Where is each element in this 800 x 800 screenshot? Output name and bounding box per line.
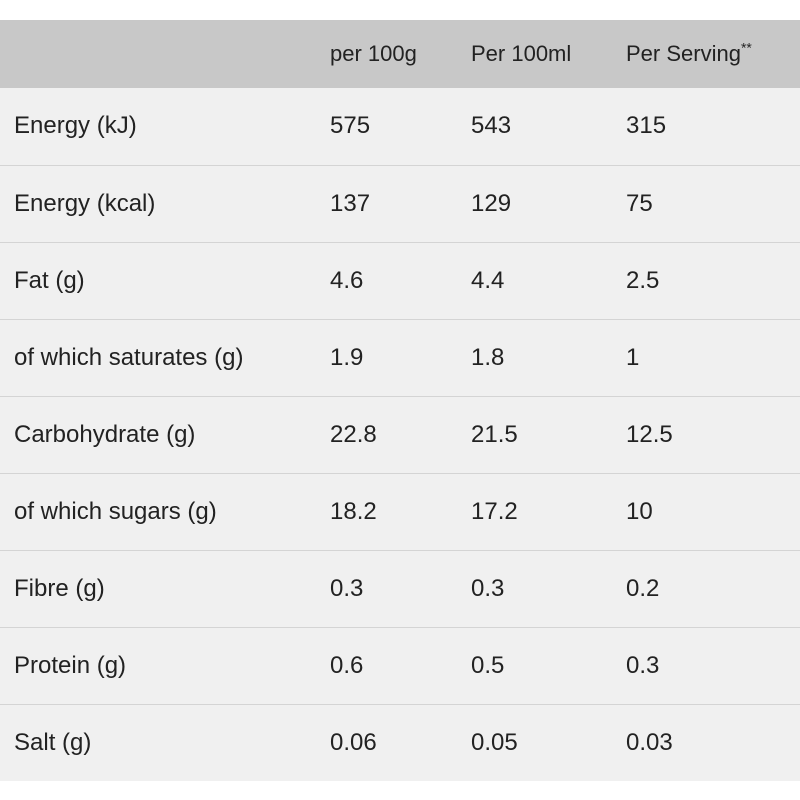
row-label: Energy (kJ): [14, 112, 137, 140]
header-per-serving: Per Serving**: [612, 20, 800, 88]
row-per-serving: 315: [626, 112, 667, 140]
header-per-serving-label: Per Serving: [626, 41, 741, 66]
table-row: Fibre (g) 0.3 0.3 0.2: [0, 550, 800, 627]
row-per-100g: 137: [330, 189, 371, 217]
row-label: Energy (kcal): [14, 189, 156, 217]
row-label: of which saturates (g): [14, 343, 244, 371]
row-per-serving: 10: [626, 497, 653, 525]
table-body: Energy (kJ) 575 543 315 Energy (kcal) 13…: [0, 88, 800, 781]
table-row: Fat (g) 4.6 4.4 2.5: [0, 242, 800, 319]
row-per-100g: 0.6: [330, 651, 364, 679]
table-row: Salt (g) 0.06 0.05 0.03: [0, 704, 800, 781]
row-per-100ml: 21.5: [471, 420, 518, 448]
row-label: Carbohydrate (g): [14, 420, 196, 448]
table-header: per 100g Per 100ml Per Serving**: [0, 20, 800, 88]
row-per-100ml: 0.3: [471, 574, 505, 602]
header-nutrient: [0, 20, 316, 88]
row-label: Salt (g): [14, 728, 92, 756]
row-per-100g: 0.06: [330, 728, 377, 756]
row-per-serving: 0.2: [626, 574, 660, 602]
row-per-100ml: 0.05: [471, 728, 518, 756]
row-per-100g: 22.8: [330, 420, 377, 448]
header-per-100g: per 100g: [330, 41, 417, 66]
header-per-100ml: Per 100ml: [471, 41, 572, 66]
header-per-serving-footnote-mark: **: [740, 39, 752, 56]
row-per-serving: 75: [626, 189, 653, 217]
row-label: of which sugars (g): [14, 497, 217, 525]
row-per-serving: 0.03: [626, 728, 673, 756]
table-row: Carbohydrate (g) 22.8 21.5 12.5: [0, 396, 800, 473]
nutrition-table-container: per 100g Per 100ml Per Serving** Energy …: [0, 20, 800, 781]
nutrition-table: per 100g Per 100ml Per Serving** Energy …: [0, 20, 800, 781]
row-per-100ml: 129: [471, 189, 512, 217]
row-per-100ml: 1.8: [471, 343, 505, 371]
table-row: of which sugars (g) 18.2 17.2 10: [0, 473, 800, 550]
table-row: of which saturates (g) 1.9 1.8 1: [0, 319, 800, 396]
row-per-serving: 12.5: [626, 420, 673, 448]
table-row: Energy (kcal) 137 129 75: [0, 165, 800, 242]
row-per-100ml: 543: [471, 112, 512, 140]
row-per-100g: 0.3: [330, 574, 364, 602]
row-label: Protein (g): [14, 651, 127, 679]
header-row: per 100g Per 100ml Per Serving**: [0, 20, 800, 88]
row-per-100g: 4.6: [330, 266, 364, 294]
row-per-100ml: 4.4: [471, 266, 505, 294]
row-per-serving: 1: [626, 343, 640, 371]
row-per-serving: 0.3: [626, 651, 660, 679]
row-per-serving: 2.5: [626, 266, 660, 294]
row-per-100g: 575: [330, 112, 371, 140]
row-per-100ml: 17.2: [471, 497, 518, 525]
row-per-100g: 18.2: [330, 497, 377, 525]
row-label: Fat (g): [14, 266, 85, 294]
row-per-100ml: 0.5: [471, 651, 505, 679]
table-row: Protein (g) 0.6 0.5 0.3: [0, 627, 800, 704]
row-per-100g: 1.9: [330, 343, 364, 371]
table-row: Energy (kJ) 575 543 315: [0, 88, 800, 165]
row-label: Fibre (g): [14, 574, 105, 602]
